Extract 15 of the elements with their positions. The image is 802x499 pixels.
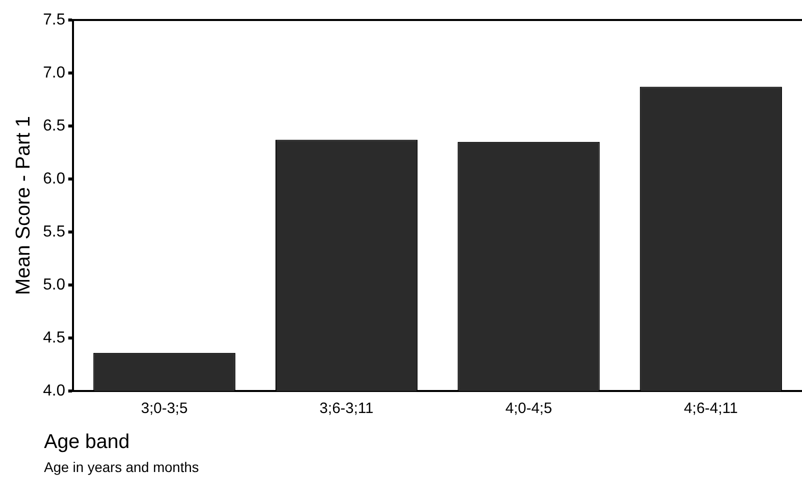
y-tick-label: 7.5 — [42, 11, 66, 28]
x-tick-label: 4;6-4;11 — [684, 400, 738, 418]
y-tick-label: 6.5 — [42, 117, 66, 134]
x-tick-label: 3;6-3;11 — [320, 400, 374, 418]
y-tick-label: 5.0 — [42, 276, 66, 294]
y-tick-label: 5.5 — [42, 223, 66, 240]
y-tick-label: 7.0 — [42, 64, 66, 82]
x-tick-label: 4;0-4;5 — [505, 400, 552, 418]
text: Age in years and months — [44, 459, 199, 475]
y-axis-title: Mean Score - Part 1 — [12, 116, 35, 295]
y-tick-label: 4.5 — [42, 329, 66, 346]
y-tick-label: 6.0 — [42, 170, 66, 188]
x-axis-title: Age band — [44, 431, 130, 453]
y-tick-label: 4.0 — [42, 382, 66, 400]
x-tick-label: 3;0-3;5 — [140, 400, 188, 418]
